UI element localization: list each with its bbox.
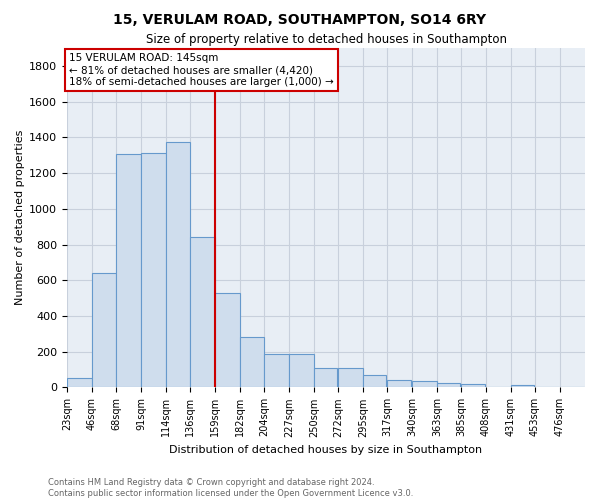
Bar bbox=[264, 354, 289, 388]
Bar bbox=[240, 336, 263, 388]
Bar bbox=[92, 273, 116, 388]
Title: Size of property relative to detached houses in Southampton: Size of property relative to detached ho… bbox=[146, 32, 506, 46]
Bar bbox=[387, 380, 412, 388]
Bar bbox=[338, 368, 362, 388]
Bar bbox=[314, 368, 337, 388]
Bar bbox=[67, 378, 92, 388]
Bar bbox=[166, 142, 190, 388]
Bar bbox=[437, 383, 460, 388]
Bar bbox=[116, 154, 140, 388]
Bar bbox=[461, 384, 485, 388]
Bar bbox=[215, 293, 239, 388]
Bar bbox=[141, 154, 166, 388]
Bar bbox=[412, 380, 437, 388]
Text: Contains HM Land Registry data © Crown copyright and database right 2024.
Contai: Contains HM Land Registry data © Crown c… bbox=[48, 478, 413, 498]
Bar bbox=[289, 354, 314, 388]
Bar bbox=[511, 385, 535, 388]
Text: 15 VERULAM ROAD: 145sqm
← 81% of detached houses are smaller (4,420)
18% of semi: 15 VERULAM ROAD: 145sqm ← 81% of detache… bbox=[69, 54, 334, 86]
Bar bbox=[535, 386, 559, 388]
Text: 15, VERULAM ROAD, SOUTHAMPTON, SO14 6RY: 15, VERULAM ROAD, SOUTHAMPTON, SO14 6RY bbox=[113, 12, 487, 26]
Bar bbox=[363, 376, 386, 388]
Y-axis label: Number of detached properties: Number of detached properties bbox=[15, 130, 25, 306]
Bar bbox=[486, 386, 511, 388]
X-axis label: Distribution of detached houses by size in Southampton: Distribution of detached houses by size … bbox=[169, 445, 482, 455]
Bar bbox=[190, 238, 215, 388]
